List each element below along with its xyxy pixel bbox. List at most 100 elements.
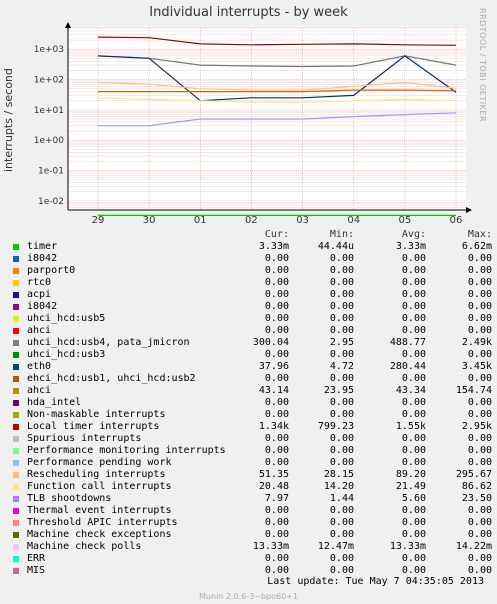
x-axis-arrow	[466, 207, 472, 213]
legend-row: i8042 0.00 0.00 0.00 0.00	[12, 301, 492, 313]
legend-avg: 0.00	[401, 373, 426, 384]
legend-name: Local timer interrupts	[27, 421, 160, 432]
legend-swatch	[13, 364, 19, 370]
legend-row: Spurious interrupts 0.00 0.00 0.00 0.00	[12, 433, 492, 445]
legend-row: eth0 37.96 4.72 280.44 3.45k	[12, 361, 492, 373]
legend-name: acpi	[27, 289, 52, 300]
legend-min: 0.00	[329, 349, 354, 360]
legend-name: ERR	[27, 553, 46, 564]
legend-cur: 0.00	[264, 433, 289, 444]
legend-cur: 0.00	[264, 325, 289, 336]
legend-name: i8042	[27, 253, 58, 264]
legend-row: Non-maskable interrupts 0.00 0.00 0.00 0.00	[12, 409, 492, 421]
chart-area: 1e+03 1e+02 1e+01 1e+00 1e-01 1e-02 29 30 01 02 03…	[34, 22, 472, 225]
legend-swatch	[13, 316, 19, 322]
legend-max: 6.62m	[461, 241, 492, 252]
legend-swatch	[13, 544, 19, 550]
legend-name: TLB shootdowns	[27, 493, 112, 504]
legend-cur: 0.00	[264, 253, 289, 264]
legend-avg: 0.00	[401, 397, 426, 408]
legend-row: timer 3.33m 44.44u 3.33m 6.62m	[12, 241, 492, 253]
legend-max: 0.00	[467, 277, 492, 288]
legend-max: 23.50	[461, 493, 492, 504]
y-axis-arrow	[65, 22, 71, 28]
legend-avg: 0.00	[401, 553, 426, 564]
legend-name: ahci	[27, 385, 52, 396]
legend-min: 0.00	[329, 433, 354, 444]
legend-max: 0.00	[467, 253, 492, 264]
legend-name: ahci	[27, 325, 52, 336]
legend-cur: 51.35	[258, 469, 289, 480]
legend-min: 0.00	[329, 289, 354, 300]
legend-cur: 1.34k	[258, 421, 289, 432]
legend-avg: 0.00	[401, 445, 426, 456]
legend-avg: 0.00	[401, 505, 426, 516]
y-tick-label: 1e+00	[34, 136, 65, 146]
legend-min: 0.00	[329, 529, 354, 540]
legend-cur: 0.00	[264, 457, 289, 468]
legend-swatch	[13, 244, 19, 250]
legend-avg: 43.34	[395, 385, 426, 396]
legend-avg: 13.33m	[389, 541, 426, 552]
y-tick-label: 1e-01	[38, 167, 64, 177]
legend-min: 23.95	[323, 385, 354, 396]
legend-min: 28.15	[323, 469, 354, 480]
legend-max: 0.00	[467, 301, 492, 312]
legend-cur: 0.00	[264, 397, 289, 408]
munin-version: Munin 2.0.6-3~bpo60+1	[199, 592, 298, 601]
legend-swatch	[13, 460, 19, 466]
legend-row: Threshold APIC interrupts 0.00 0.00 0.00 0.0…	[12, 517, 492, 529]
legend-name: hda_intel	[27, 397, 82, 408]
legend-cur: 0.00	[264, 409, 289, 420]
legend-max: 0.00	[467, 313, 492, 324]
legend-avg: 0.00	[401, 529, 426, 540]
legend-max: 154.74	[455, 385, 492, 396]
legend-name: Thermal event interrupts	[27, 505, 172, 516]
legend-swatch	[13, 388, 19, 394]
legend-cur: 0.00	[264, 349, 289, 360]
legend-row: ahci 0.00 0.00 0.00 0.00	[12, 325, 492, 337]
legend-cur: 0.00	[264, 445, 289, 456]
legend-min: 0.00	[329, 409, 354, 420]
legend-avg: 0.00	[401, 409, 426, 420]
legend-row: uhci_hcd:usb3 0.00 0.00 0.00 0.00	[12, 349, 492, 361]
legend-avg: 0.00	[401, 301, 426, 312]
legend-min: 14.20	[323, 481, 354, 492]
legend-avg: 0.00	[401, 265, 426, 276]
legend-avg: 0.00	[401, 349, 426, 360]
legend-max: 0.00	[467, 553, 492, 564]
legend-cur: 3.33m	[258, 241, 289, 252]
legend-row: ehci_hcd:usb1, uhci_hcd:usb2 0.00 0.00 0.00…	[12, 373, 492, 385]
legend-max: 0.00	[467, 433, 492, 444]
legend-max: 295.67	[455, 469, 492, 480]
rrdtool-credit: RRDTOOL / TOBI OETIKER	[478, 8, 487, 123]
legend-max: 0.00	[467, 445, 492, 456]
legend-name: uhci_hcd:usb4, pata_jmicron	[27, 337, 190, 348]
legend-max: 0.00	[467, 397, 492, 408]
legend-min: 2.95	[329, 337, 354, 348]
legend-name: Machine check polls	[27, 541, 142, 552]
legend-min: 799.23	[317, 421, 354, 432]
legend-avg: 0.00	[401, 517, 426, 528]
legend-avg: 5.60	[401, 493, 426, 504]
legend-swatch	[13, 484, 19, 490]
legend-row: Performance pending work 0.00 0.00 0.00 0.00	[12, 457, 492, 469]
legend-min: 0.00	[329, 397, 354, 408]
legend-swatch	[13, 424, 19, 430]
legend-table: Cur: Min: Avg: Max: timer 3.33m 44.44u 3.33…	[12, 229, 492, 577]
legend-cur: 20.48	[258, 481, 289, 492]
legend-swatch	[13, 328, 19, 334]
legend-min: 0.00	[329, 277, 354, 288]
series-line	[97, 55, 457, 102]
legend-swatch	[13, 448, 19, 454]
legend-swatch	[13, 556, 19, 562]
legend-cur: 0.00	[264, 529, 289, 540]
x-tick-label: 30	[143, 215, 156, 225]
legend-min: 0.00	[329, 325, 354, 336]
legend-min: 0.00	[329, 553, 354, 564]
legend-name: timer	[27, 241, 58, 252]
legend-row: Rescheduling interrupts 51.35 28.15 89.20 29…	[12, 469, 492, 481]
legend-name: Performance pending work	[27, 457, 172, 468]
legend-max: 0.00	[467, 409, 492, 420]
legend-avg: 488.77	[389, 337, 426, 348]
